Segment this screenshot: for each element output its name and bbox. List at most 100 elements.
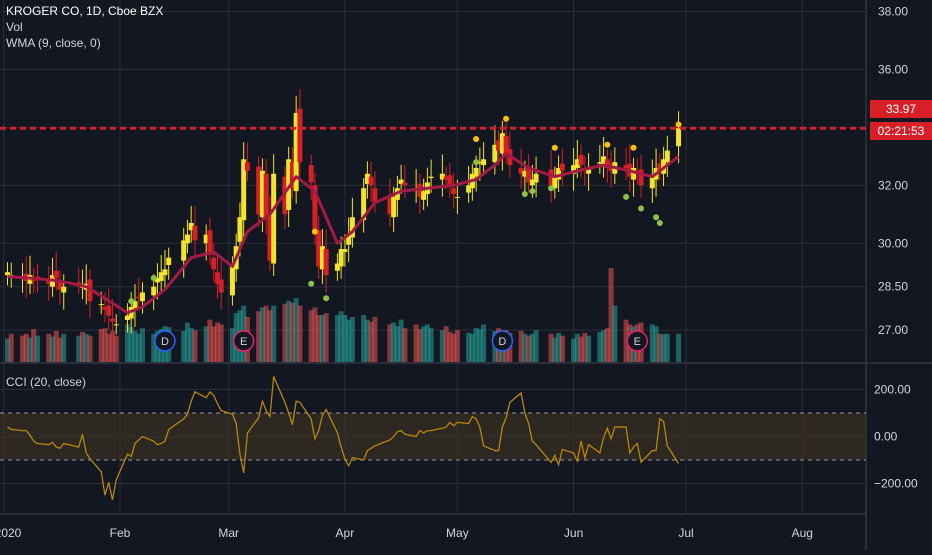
volume-bar [439,330,445,362]
volume-bar [597,331,603,362]
volume-bar [529,333,535,362]
time-tick-label: Jun [564,526,583,540]
candle-body [132,301,138,310]
candle-body [402,182,408,186]
candle-body [241,159,247,221]
volume-bar [443,326,449,362]
volume-bar [548,333,554,362]
candle-body [499,133,505,154]
candle-body [57,280,63,290]
volume-bar [323,313,329,362]
signal-dot-up [638,205,645,212]
volume-bar [218,324,224,362]
candle-body [473,167,479,177]
candle-body [496,140,502,151]
volume-bar [109,330,115,362]
volume-bar [477,329,483,362]
candle-body [398,179,404,184]
candle-body [676,128,682,147]
volume-bar [657,333,663,362]
volume-bar [293,298,299,362]
event-marker-earnings [232,330,255,352]
candle-body [211,257,217,270]
volume-bar [214,322,220,362]
candle-body [338,249,344,267]
volume-bar [447,331,453,362]
volume-bar [8,333,14,362]
time-tick-label: Jul [678,526,693,540]
signal-dot-up [529,188,536,195]
candle-body [451,188,457,195]
candle-body [364,173,370,184]
volume-bar [653,326,659,362]
volume-bar [604,328,610,362]
time-tick-label: Aug [792,526,813,540]
price-tick-label: 38.00 [878,5,908,19]
candle-body [428,176,434,179]
candle-body [323,249,329,276]
signal-dot-down [311,228,318,235]
price-tick-label: 36.00 [878,63,908,77]
volume-bar [83,333,89,362]
candle-body [586,167,592,174]
signal-dot-up [473,159,480,166]
volume-bar [661,333,667,362]
volume-bar [586,335,592,362]
volume-legend[interactable]: Vol [6,20,23,34]
volume-bar [574,333,580,362]
volume-bar [417,329,423,362]
volume-bar [188,328,194,362]
volume-bar [518,330,524,362]
candle-body [361,188,367,221]
candle-body [76,282,82,284]
candle-body [106,305,112,316]
volume-bar [469,333,475,362]
volume-bar [229,328,235,362]
candle-body [349,217,355,238]
candle-body [387,198,393,215]
volume-bar [286,300,292,362]
volume-bar [466,332,472,362]
candle-body [454,196,460,198]
candle-body [552,176,558,189]
candle-body [556,167,562,180]
candle-body [312,185,318,235]
cci-legend[interactable]: CCI (20, close) [6,375,87,389]
time-tick-label: Mar [218,526,239,540]
volume-bar [473,328,479,362]
volume-bar [664,333,670,362]
time-tick-label: 2020 [0,526,22,540]
symbol-legend[interactable]: KROGER CO, 1D, Cboe BZX [6,4,164,18]
price-tick-label: 30.00 [878,236,908,250]
volume-bar [364,319,370,362]
volume-bar [421,326,427,362]
signal-dot-down [630,144,637,151]
candle-body [151,286,157,296]
volume-bar [61,333,67,362]
candle-body [518,167,524,174]
volume-bar [139,328,145,362]
candle-body [443,176,449,180]
volume-bar [424,324,430,362]
signal-dot-down [604,141,611,148]
volume-bar [19,335,25,362]
candle-body [548,169,554,186]
cci-tick-label: −200.00 [874,476,918,490]
wma-legend[interactable]: WMA (9, close, 0) [6,36,101,50]
price-tick-label: 27.00 [878,323,908,337]
event-marker-label: E [240,336,247,348]
volume-bar [124,324,130,362]
candle-body [533,173,539,183]
candle-body [188,222,194,231]
candle-body [297,108,303,163]
volume-bar [31,329,37,362]
volume-bar [4,338,10,362]
candle-body [102,306,108,310]
price-tick-label: 28.50 [878,280,908,294]
candle-body [439,173,445,180]
signal-dot-down [551,144,558,151]
signal-dot-up [548,185,555,192]
volume-bar [184,322,190,362]
volume-bar [316,315,322,362]
candle-body [53,270,59,279]
